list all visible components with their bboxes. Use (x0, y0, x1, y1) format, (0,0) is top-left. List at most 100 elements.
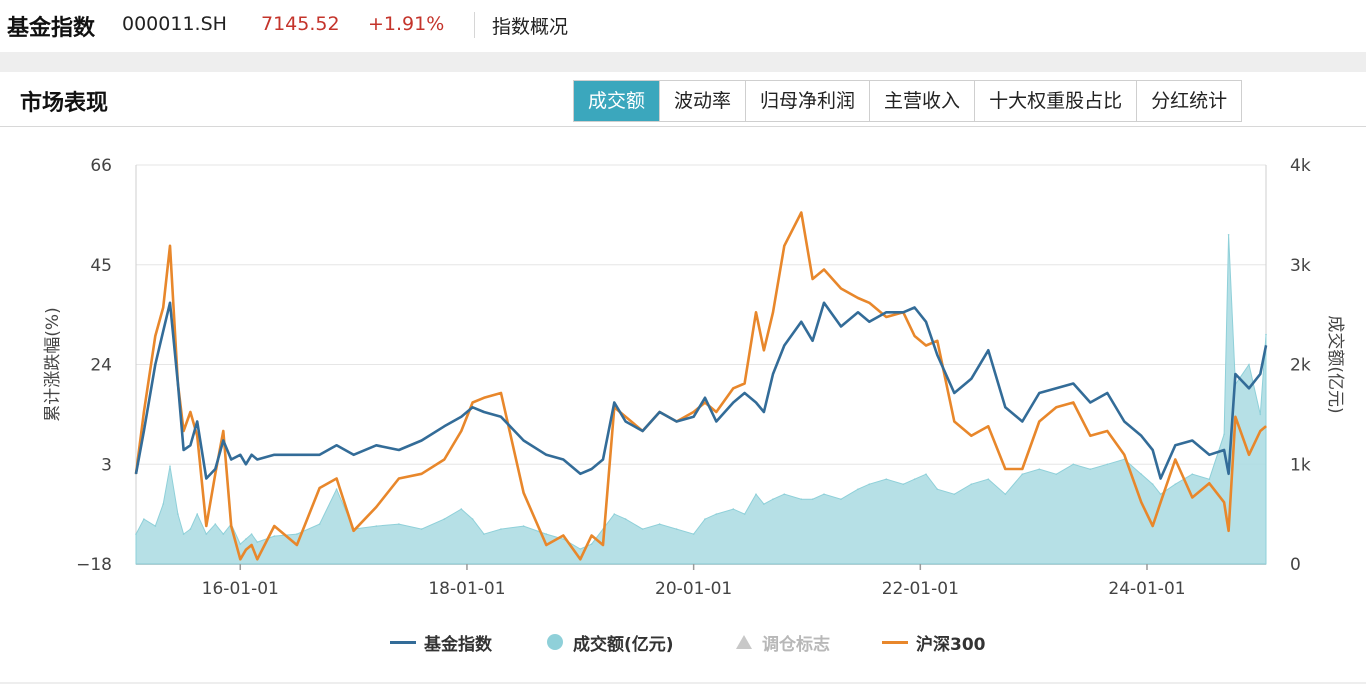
fund-index-point (353, 454, 355, 456)
fund-index-point (319, 454, 321, 456)
turnover-point (800, 498, 803, 501)
index-name: 基金指数 (7, 16, 96, 41)
csi300-point (936, 340, 938, 342)
fund-index-point (755, 401, 757, 404)
csi300-point (602, 544, 604, 546)
fund-index-line (134, 301, 1268, 480)
index-overview-link[interactable]: 指数概况 (492, 16, 569, 38)
csi300-point (868, 302, 870, 304)
turnover-point (692, 533, 695, 535)
csi300-point (625, 416, 627, 418)
legend-line-icon (882, 640, 908, 644)
turnover-point (162, 503, 164, 505)
csi300-point (800, 211, 802, 214)
turnover-point (613, 513, 616, 515)
csi300-point (296, 544, 298, 546)
market-performance-header: 市场表现 成交额 波动率 归母净利润 主营收入 十大权重股占比 分红统计 (0, 72, 1366, 127)
turnover-point (375, 525, 378, 527)
csi300-point (693, 411, 695, 413)
legend-fund-index[interactable]: 基金指数 (390, 626, 492, 658)
fund-index-point (744, 392, 746, 394)
fund-index-point (214, 468, 216, 470)
turnover-point (562, 538, 565, 540)
csi300-point (715, 411, 717, 413)
fund-index-point (273, 454, 275, 456)
fund-index-point (205, 477, 207, 480)
turnover-point (763, 503, 765, 505)
fund-index-point (196, 420, 198, 423)
csi300-point (579, 558, 581, 560)
fund-index-point (800, 321, 802, 323)
legend-turnover[interactable]: 成交额(亿元) (547, 626, 674, 658)
csi300-point (1160, 501, 1162, 503)
fund-index-point (398, 449, 400, 451)
turnover-point (239, 543, 242, 545)
fund-index-point (613, 401, 615, 404)
fund-index-point (1265, 344, 1267, 347)
turnover-point (1106, 463, 1109, 466)
turnover-point (1248, 363, 1250, 366)
turnover-point (189, 528, 192, 530)
csi300-point (1234, 416, 1236, 418)
turnover-point (222, 533, 225, 535)
fund-index-point (1248, 387, 1250, 389)
legend-label: 沪深300 (916, 634, 986, 655)
index-change-pct: +1.91% (368, 13, 445, 35)
fund-index-point (715, 420, 717, 423)
fund-index-point (472, 406, 474, 408)
csi300-point (222, 430, 224, 432)
fund-index-point (857, 311, 859, 313)
fund-index-point (1152, 449, 1154, 451)
fund-index-point (135, 473, 137, 475)
turnover-point (675, 528, 678, 530)
tab-top10-weight[interactable]: 十大权重股占比 (975, 81, 1138, 121)
turnover-point (471, 518, 474, 520)
csi300-point (353, 530, 355, 532)
right-tick-label: 1k (1290, 455, 1311, 475)
turnover-point (214, 523, 217, 525)
turnover-point (1223, 433, 1225, 436)
turnover-point (273, 535, 276, 537)
turnover-point (443, 518, 446, 520)
tab-net-profit[interactable]: 归母净利润 (746, 81, 871, 121)
fund-index-point (763, 411, 765, 413)
legend-label: 基金指数 (424, 634, 492, 655)
fund-index-point (154, 363, 156, 366)
legend-csi300[interactable]: 沪深300 (882, 626, 986, 658)
fund-index-point (772, 373, 774, 375)
turnover-point (318, 523, 321, 525)
turnover-point (732, 508, 735, 510)
tab-volatility[interactable]: 波动率 (660, 81, 747, 121)
fund-index-point (183, 449, 185, 451)
tab-turnover[interactable]: 成交额 (574, 81, 661, 121)
csi300-point (1038, 420, 1040, 423)
csi300-point (1259, 430, 1261, 432)
left-tick-label: 24 (90, 356, 112, 376)
tab-dividend[interactable]: 分红统计 (1151, 90, 1228, 112)
fund-index-point (545, 454, 547, 456)
x-tick-label: 18-01-01 (428, 579, 505, 599)
csi300-point (189, 411, 191, 413)
tab-main-revenue[interactable]: 主营收入 (870, 81, 976, 121)
fund-index-point (222, 439, 224, 442)
csi300-point (914, 335, 916, 337)
turnover-point (925, 473, 927, 476)
fund-index-point (523, 439, 525, 442)
turnover-point (460, 508, 463, 510)
csi300-point (460, 430, 462, 432)
fund-index-point (375, 444, 377, 446)
csi300-point (1208, 482, 1210, 484)
fund-index-point (812, 340, 814, 342)
performance-chart: 66 45 24 3 −18 4k 3k 2k 1k 0 16-01-01 18-01-01 20-01… (0, 127, 1366, 684)
turnover-point (755, 493, 757, 496)
fund-index-point (162, 330, 164, 332)
csi300-point (239, 558, 241, 560)
fund-index-point (1160, 477, 1162, 480)
metric-tabs: 成交额 波动率 归母净利润 主营收入 十大权重股占比 分红统计 (573, 80, 1243, 122)
legend-rebalance[interactable]: 调仓标志 (736, 626, 830, 658)
turnover-point (522, 525, 525, 527)
csi300-point (1072, 401, 1074, 404)
fund-index-point (591, 468, 593, 470)
csi300-point (772, 311, 774, 313)
turnover-point (1072, 463, 1075, 466)
